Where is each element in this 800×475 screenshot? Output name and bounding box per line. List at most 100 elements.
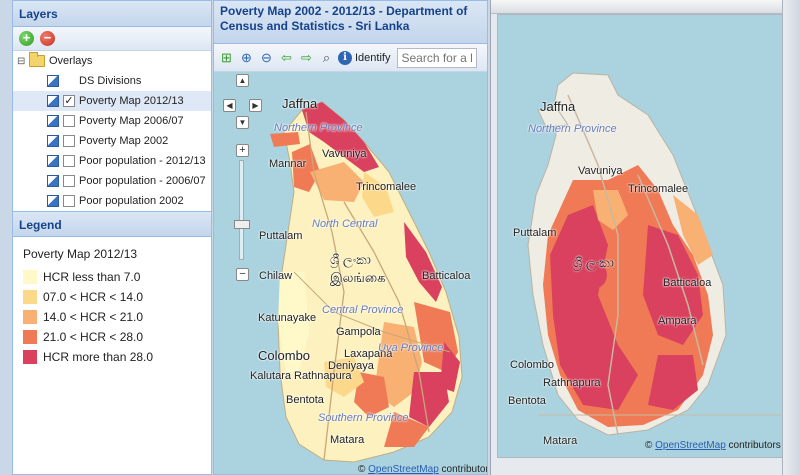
add-layer-button[interactable]: +	[19, 31, 34, 46]
label-vavuniya: Vavuniya	[322, 148, 367, 160]
layer-icon	[47, 95, 59, 107]
bg-label-northern: Northern Province	[528, 123, 617, 135]
magnifier-icon[interactable]: ⌕	[322, 50, 331, 65]
map-window: Poverty Map 2002 - 2012/13 - Department …	[213, 0, 488, 475]
tree-item-poor-2006[interactable]: Poor population - 2006/07	[13, 171, 211, 191]
bg-osm-link[interactable]: OpenStreetMap	[655, 440, 726, 451]
zoom-in-nav-icon[interactable]: +	[236, 144, 249, 157]
label-central: Central Province	[322, 304, 404, 316]
layer-checkbox[interactable]	[63, 135, 75, 147]
zoom-out-icon[interactable]: ⊖	[261, 50, 272, 65]
bg-label-bentota: Bentota	[508, 395, 546, 407]
layer-icon	[47, 175, 59, 187]
info-icon[interactable]: i	[338, 50, 352, 65]
layer-checkbox[interactable]	[63, 155, 75, 167]
background-map-svg	[498, 15, 786, 457]
legend-swatch	[23, 290, 37, 304]
legend-item: 07.0 < HCR < 14.0	[23, 287, 201, 307]
label-batticaloa: Batticaloa	[422, 270, 471, 282]
label-uva: Uva Province	[378, 342, 444, 354]
zoom-extent-icon[interactable]: ⊞	[221, 50, 232, 65]
background-window-scrollbar[interactable]	[782, 0, 800, 475]
label-puttalam: Puttalam	[259, 230, 303, 242]
legend-body: Poverty Map 2012/13 HCR less than 7.0 07…	[13, 237, 211, 377]
tree-item-poverty-2002[interactable]: Poverty Map 2002	[13, 131, 211, 151]
zoom-slider-knob[interactable]	[234, 220, 250, 229]
pan-left-icon[interactable]: ◀	[223, 99, 236, 112]
label-southern: Southern Province	[318, 412, 409, 424]
search-input[interactable]	[397, 47, 478, 68]
layer-checkbox[interactable]	[63, 195, 75, 207]
map-window-title: Poverty Map 2002 - 2012/13 - Department …	[214, 1, 487, 44]
label-ilangai: இலங்கை	[330, 270, 386, 285]
identify-button[interactable]: Identify	[355, 51, 391, 64]
folder-icon	[29, 52, 45, 67]
tree-folder-overlays[interactable]: ⊟ Overlays	[17, 52, 93, 67]
label-colombo: Colombo	[258, 348, 311, 363]
label-laxapana: Laxapana	[344, 348, 393, 360]
label-matara: Matara	[330, 434, 365, 446]
zoom-slider-track[interactable]	[239, 160, 244, 260]
legend-subtitle: Poverty Map 2012/13	[23, 247, 138, 261]
bg-label-ampara: Ampara	[658, 315, 697, 327]
legend-item: 21.0 < HCR < 28.0	[23, 327, 201, 347]
label-trincomalee: Trincomalee	[356, 181, 417, 193]
label-bentota: Bentota	[286, 394, 324, 406]
zoom-in-icon[interactable]: ⊕	[241, 50, 252, 65]
tree-item-poor-2002[interactable]: Poor population 2002	[13, 191, 211, 211]
layers-panel-header: Layers	[13, 1, 211, 27]
bg-label-lanka: ශ්‍රී ලංකා	[573, 255, 614, 270]
bg-label-vavuniya: Vavuniya	[578, 165, 623, 177]
label-lanka: ශ්‍රී ලංකා	[330, 252, 371, 267]
pan-up-icon[interactable]: ▲	[236, 74, 249, 87]
pan-down-icon[interactable]: ▼	[236, 116, 249, 129]
collapse-icon[interactable]: ⊟	[17, 55, 26, 67]
label-gampola: Gampola	[336, 326, 381, 338]
background-map[interactable]: Jaffna Northern Province Vavuniya Trinco…	[497, 14, 787, 458]
bg-label-batticaloa: Batticaloa	[663, 277, 712, 289]
tree-item-ds-divisions[interactable]: DS Divisions	[13, 71, 211, 91]
label-northern: Northern Province	[274, 122, 363, 134]
forward-arrow-icon[interactable]: ⇨	[301, 50, 312, 65]
label-jaffna: Jaffna	[282, 96, 318, 111]
map-canvas[interactable]: Jaffna Northern Province Mannar Vavuniya…	[214, 72, 487, 475]
legend-item: 14.0 < HCR < 21.0	[23, 307, 201, 327]
tree-item-poverty-2012[interactable]: ✓ Poverty Map 2012/13	[13, 91, 211, 111]
layer-checkbox[interactable]	[63, 175, 75, 187]
legend-swatch	[23, 330, 37, 344]
label-kalutara: Kalutara	[250, 370, 291, 382]
layer-icon	[47, 195, 59, 207]
layer-checkbox[interactable]: ✓	[63, 95, 75, 107]
layer-checkbox[interactable]	[63, 115, 75, 127]
map-svg	[214, 72, 487, 474]
bg-label-trincomalee: Trincomalee	[628, 183, 689, 195]
bg-label-puttalam: Puttalam	[513, 227, 557, 239]
layer-icon	[47, 75, 59, 87]
bg-attribution: © OpenStreetMap contributors	[645, 440, 781, 451]
map-toolbar: ⊞ ⊕ ⊖ ⇦ ⇨ ⌕ i Identify	[214, 44, 487, 72]
layer-icon	[47, 155, 59, 167]
layer-icon	[47, 115, 59, 127]
osm-link[interactable]: OpenStreetMap	[368, 464, 439, 475]
pan-right-icon[interactable]: ▶	[249, 99, 262, 112]
map-attribution: © OpenStreetMap contributors	[358, 464, 487, 475]
legend-swatch	[23, 270, 37, 284]
background-window-titlebar	[491, 0, 800, 14]
legend-swatch	[23, 310, 37, 324]
tree-item-poor-2012[interactable]: Poor population - 2012/13	[13, 151, 211, 171]
bg-label-ratnapura: Rathnapura	[543, 377, 601, 389]
label-north-central: North Central	[312, 218, 378, 230]
zoom-out-nav-icon[interactable]: −	[236, 268, 249, 281]
label-ratnapura: Rathnapura	[294, 370, 352, 382]
legend-item: HCR more than 28.0	[23, 347, 201, 367]
legend-swatch	[23, 350, 37, 364]
bg-label-colombo: Colombo	[510, 359, 555, 371]
remove-layer-button[interactable]: −	[40, 31, 55, 46]
layer-icon	[47, 135, 59, 147]
bg-label-matara: Matara	[543, 435, 578, 447]
layers-toolbar: + −	[13, 27, 211, 51]
background-map-window: Jaffna Northern Province Vavuniya Trinco…	[490, 0, 800, 475]
legend-panel-header: Legend	[13, 211, 211, 237]
tree-item-poverty-2006[interactable]: Poverty Map 2006/07	[13, 111, 211, 131]
back-arrow-icon[interactable]: ⇦	[281, 50, 292, 65]
